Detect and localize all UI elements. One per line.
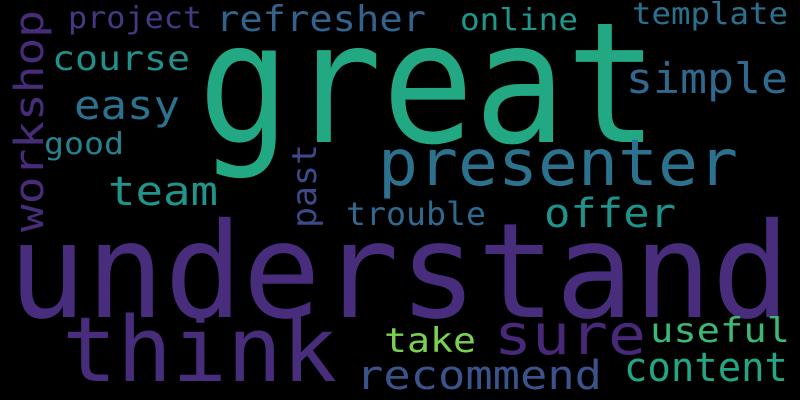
word-great: great [198,0,659,182]
word-template: template [632,0,789,32]
word-course: course [52,39,190,79]
word-project: project [68,1,202,36]
word-easy: easy [74,83,180,129]
word-trouble: trouble [346,195,486,233]
word-take: take [384,321,476,361]
word-presenter: presenter [378,127,738,201]
word-team: team [108,169,218,215]
word-content: content [624,345,788,391]
word-understand: understand [8,195,791,349]
word-online: online [460,3,578,38]
word-good: good [44,127,125,162]
word-useful: useful [650,311,790,351]
word-offer: offer [544,191,676,237]
word-sure: sure [494,303,646,368]
word-recommend: recommend [356,353,602,399]
word-refresher: refresher [216,0,427,40]
word-past: past [285,143,325,228]
word-workshop: workshop [7,10,53,233]
word-simple: simple [626,54,789,103]
word-think: think [62,298,338,400]
